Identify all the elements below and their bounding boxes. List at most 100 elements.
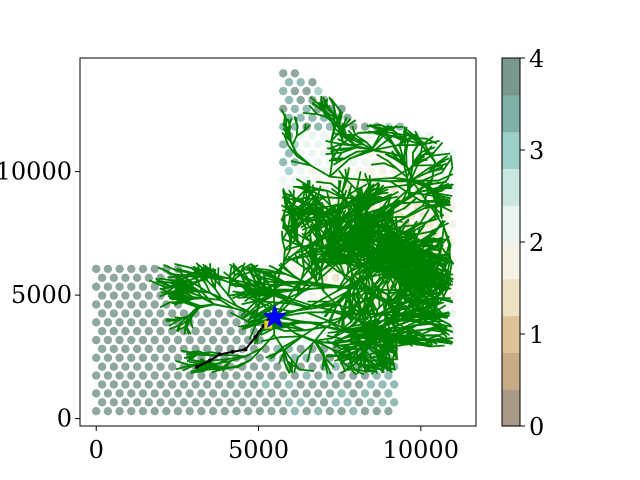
tree-edge [213,303,234,309]
tree-edge [352,280,362,293]
grid-point [103,407,113,416]
tree-edge [372,322,390,335]
grid-point [132,398,142,407]
tree-edge [254,291,263,306]
tree-edge [424,280,439,285]
grid-point [138,335,148,345]
tree-edge [313,340,325,358]
tree-edge [341,178,346,194]
tree-edge [258,271,262,286]
tree-edge [411,144,419,154]
tree-edge [195,288,204,299]
tree-edge [302,112,319,115]
tree-edge [184,324,192,335]
grid-point [203,380,212,389]
tree-edge [244,347,263,358]
tree-edge [362,233,368,247]
grid-point [220,264,229,274]
tree-edge [189,320,194,329]
grid-point [343,398,352,407]
tree-edge [399,204,424,222]
tree-edge [290,216,302,231]
tree-edge [379,291,385,304]
grid-point [296,131,305,140]
tree-edge [390,243,398,259]
tree-edge [270,326,290,330]
tree-edge [213,279,217,290]
grid-point [360,158,370,167]
grid-point [144,380,153,389]
tree-edge [172,281,185,287]
tree-edge [298,253,307,264]
tree-edge [346,291,351,306]
tree-edge [365,186,372,195]
tree-edge [329,221,333,235]
tree-edge [261,336,282,343]
tree-edge [314,279,325,293]
tree-edge [411,136,428,140]
tree-edge [330,182,344,194]
colorbar-tick-label: 0 [529,413,544,441]
grid-point [115,318,124,327]
tree-edge [412,265,427,274]
tree-edge [354,134,368,143]
grid-point [354,398,364,407]
grid-point [214,398,224,407]
grid-point [109,398,119,407]
tree-edge [324,260,343,263]
grid-point [220,371,229,380]
tree-edge [268,271,283,285]
colorbar-band [502,94,520,133]
tree-edge [303,218,320,222]
tree-edge [335,218,347,230]
grid-point [150,264,159,274]
tree-edge [420,337,433,343]
grid-point [197,371,206,380]
tree-edge [404,324,414,334]
grid-point [255,371,264,380]
tree-edge [344,277,367,291]
grid-point [261,362,270,371]
colorbar-band [502,131,520,169]
tree-edge [295,125,299,137]
tree-edge [347,359,360,372]
grid-point [243,389,253,398]
tree-edge [438,183,453,191]
grid-point [232,407,241,416]
tree-edge [283,244,302,252]
grid-point [115,264,124,274]
grid-point [378,398,387,407]
grid-point [121,380,130,389]
tree-edge [410,237,416,249]
grid-point [279,335,288,345]
tree-edge [316,221,331,232]
tree-edge [381,240,392,249]
tree-edge [350,183,368,194]
tree-edge [390,216,394,232]
tree-edge [416,179,434,194]
tree-edge [211,276,222,287]
tree-edge [405,247,414,254]
tree-edge [392,129,406,140]
grid-point [115,282,124,291]
tree-edge [268,264,287,275]
tree-edge [426,338,449,342]
grid-point [372,407,381,416]
grid-point [156,327,165,336]
grid-point [138,282,148,291]
tree-edge [325,237,335,251]
tree-edge [409,337,423,341]
tree-edge [283,217,287,229]
tree-edge [241,300,257,306]
tree-edge [373,134,395,151]
grid-point [232,389,241,398]
grid-point [384,371,393,380]
grid-point [267,371,276,380]
grid-point [284,149,294,158]
grid-point [314,353,323,362]
grid-point [168,362,177,371]
grid-point [284,184,294,194]
grid-point [132,362,142,371]
tree-edge [404,247,422,256]
tree-edge [440,245,455,265]
